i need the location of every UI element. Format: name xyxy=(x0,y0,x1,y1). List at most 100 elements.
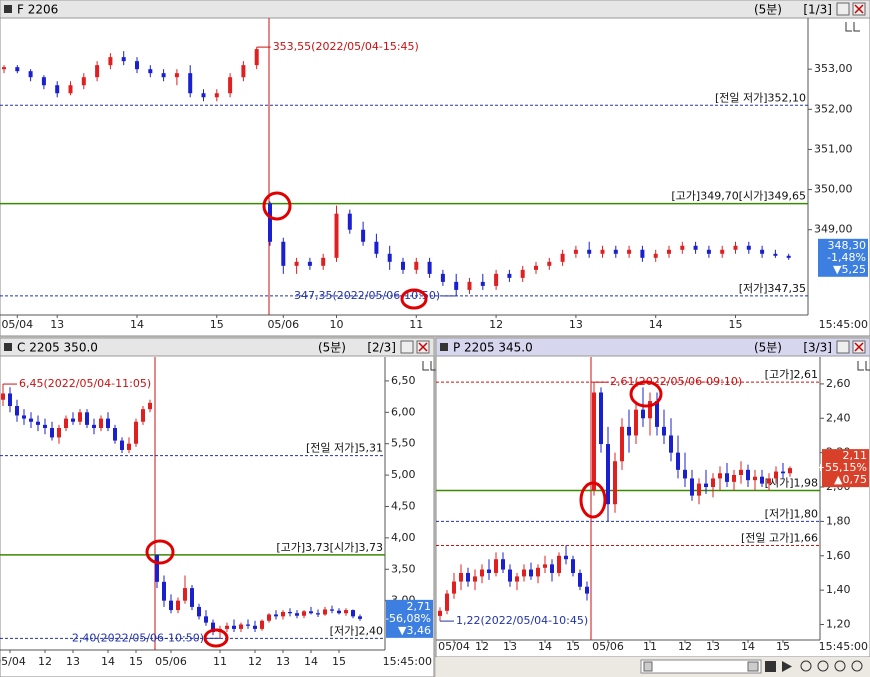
y-tick-label: 6,00 xyxy=(391,405,416,418)
candle-body xyxy=(401,261,405,270)
scroll-right[interactable] xyxy=(747,661,759,672)
candle-body xyxy=(473,576,477,582)
candle-body xyxy=(309,611,313,614)
candle-body xyxy=(613,461,617,505)
page-indicator: [2/3] xyxy=(367,341,396,355)
title-bar: P 2205 345.0 (5분) [3/3] xyxy=(435,337,870,357)
price-box xyxy=(818,238,868,277)
x-tick-label: 13 xyxy=(276,655,290,668)
candle-body xyxy=(323,609,327,615)
candle-body xyxy=(64,418,68,429)
candle-body xyxy=(529,569,533,577)
y-tick-label: 350,00 xyxy=(814,183,853,196)
candle-body xyxy=(746,245,751,250)
x-tick-label: 14 xyxy=(741,640,755,653)
level-label: [전일 저가]5,31 xyxy=(306,441,383,455)
candle-body xyxy=(281,241,286,266)
candle-body xyxy=(781,471,785,474)
candle-body xyxy=(718,473,722,479)
zoom-in[interactable] xyxy=(800,660,812,672)
candle-body xyxy=(162,581,166,601)
layout-icon xyxy=(845,22,860,32)
candle-body xyxy=(494,559,498,573)
candle-body xyxy=(120,440,124,450)
window-menu-button[interactable] xyxy=(836,340,850,354)
price-box xyxy=(822,449,869,488)
candle-body xyxy=(174,73,179,78)
candle-body xyxy=(648,401,652,419)
candle-body xyxy=(676,452,680,470)
x-end-label: 15:45:00 xyxy=(819,640,868,653)
title-bar: C 2205 350.0 (5분) [2/3] xyxy=(0,337,435,357)
candle-body xyxy=(135,61,139,70)
highlight-circle xyxy=(203,628,229,648)
candle-body xyxy=(683,469,687,479)
timeframe: (5분) xyxy=(754,3,782,17)
candle-body xyxy=(321,257,326,266)
x-end-label: 15:45:00 xyxy=(819,318,868,331)
zoom-out[interactable] xyxy=(817,660,829,672)
candle-body xyxy=(587,249,592,254)
candle-body xyxy=(592,392,596,491)
candle-body xyxy=(99,418,103,429)
candle-body xyxy=(232,625,236,629)
window-menu-button[interactable] xyxy=(400,340,414,354)
y-tick-label: 2,60 xyxy=(826,377,851,390)
candle-body xyxy=(268,203,272,242)
y-tick-label: 353,00 xyxy=(814,62,853,75)
price-box-label: ▼3,46 xyxy=(398,624,431,637)
candle-body xyxy=(613,249,618,254)
candle-body xyxy=(452,581,456,594)
candle-body xyxy=(8,393,12,407)
stop-button[interactable] xyxy=(765,661,776,672)
candle-body xyxy=(214,93,219,98)
title-icon xyxy=(4,343,12,351)
candle-body xyxy=(578,572,582,587)
candle-body xyxy=(281,611,285,617)
level-label: [고가]3,73[시가]3,73 xyxy=(276,541,383,554)
candle-body xyxy=(95,65,100,78)
candle-body xyxy=(438,610,442,616)
candle-body xyxy=(211,622,215,633)
scroll-track[interactable] xyxy=(640,659,762,674)
candle-body xyxy=(667,249,671,254)
layout-icon xyxy=(422,361,437,371)
candle-body xyxy=(28,71,33,78)
price-box xyxy=(386,599,433,638)
candle-body xyxy=(36,421,40,425)
candle-body xyxy=(767,478,771,484)
play-button[interactable] xyxy=(782,661,792,672)
candle-body xyxy=(2,67,6,70)
x-tick-label: 15 xyxy=(129,655,143,668)
scroll-toolbar xyxy=(436,657,870,677)
zoom-fit[interactable] xyxy=(851,660,863,672)
level-label: [전일 고가]1,66 xyxy=(741,530,818,544)
candle-body xyxy=(690,478,694,496)
price-box-label: ▲0,75 xyxy=(834,473,867,486)
candle-body xyxy=(267,614,271,621)
x-tick-label: 13 xyxy=(503,640,517,653)
candle-body xyxy=(106,418,110,429)
candle-body xyxy=(640,249,645,258)
level-label: [고가]349,70[시가]349,65 xyxy=(671,190,806,203)
candle-body xyxy=(361,229,366,242)
candle-body xyxy=(773,253,778,256)
level-label: [저가]347,35 xyxy=(739,282,806,295)
candle-body xyxy=(15,406,19,416)
candle-body xyxy=(239,624,243,629)
level-label: [시가]1,98 xyxy=(765,476,818,489)
candle-body xyxy=(788,468,792,474)
zoom-reset[interactable] xyxy=(834,660,846,672)
y-tick-label: 6,50 xyxy=(391,374,416,387)
x-tick-label: 05/04 xyxy=(438,640,470,653)
candle-body xyxy=(197,606,201,617)
candle-body xyxy=(662,426,666,436)
x-tick-label: 05/06 xyxy=(592,640,624,653)
candle-body xyxy=(550,564,554,573)
scroll-thumb[interactable] xyxy=(643,661,653,672)
y-tick-label: 352,00 xyxy=(814,102,853,115)
candle-body xyxy=(753,476,757,481)
candle-body xyxy=(534,265,538,270)
candle-body xyxy=(571,559,575,573)
window-menu-button[interactable] xyxy=(836,2,850,16)
